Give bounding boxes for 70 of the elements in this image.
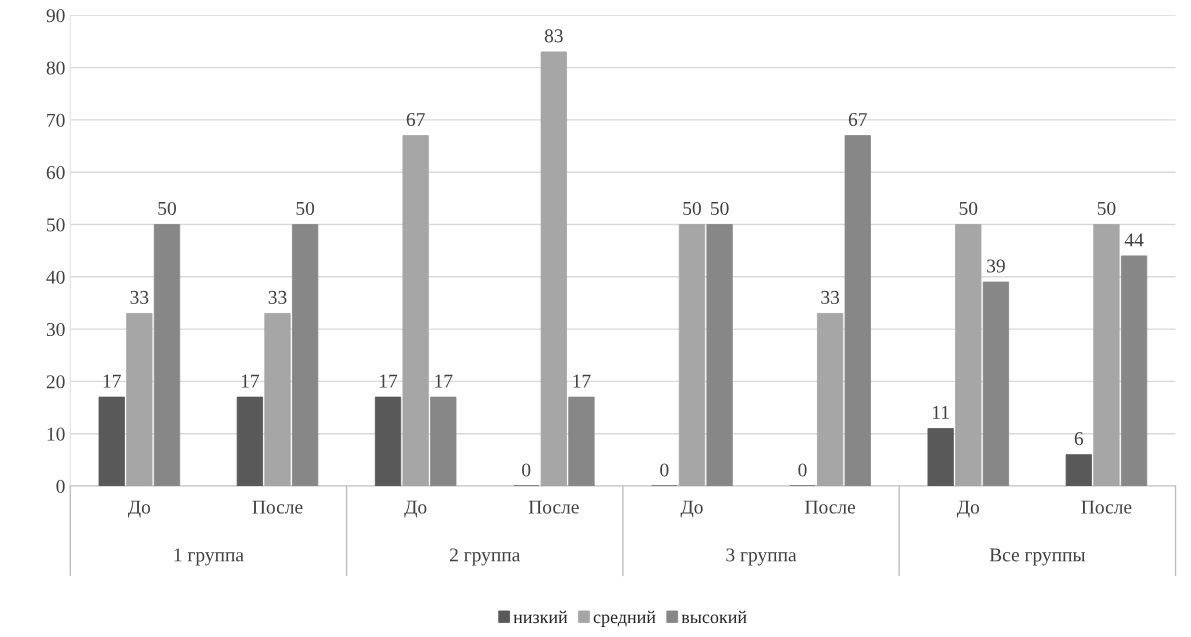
x-tick-label: До [956,500,980,518]
data-label: 0 [522,463,531,477]
bar [568,396,595,487]
y-tick-label: 30 [46,322,65,337]
data-label: 33 [130,290,149,304]
data-label: 11 [933,405,949,419]
bar [402,135,429,487]
data-label: 0 [798,463,807,477]
y-tick-label: 90 [46,9,65,23]
data-label: 50 [158,201,176,215]
bar [153,224,181,487]
data-label: 67 [848,113,867,127]
data-label: 0 [660,463,669,477]
bar [1093,224,1120,487]
bar [430,396,457,487]
data-label: 17 [573,374,591,388]
legend-label: средний [593,610,656,627]
text: Все группы [989,548,1086,566]
x-tick-label: После [528,500,579,514]
data-label: 17 [241,374,260,388]
data-label: 50 [296,201,315,215]
y-tick-label: 40 [46,270,65,284]
bar [540,51,567,487]
data-label: 17 [103,374,121,388]
legend-label: низкий [513,610,568,624]
bar [126,313,153,487]
bar [844,135,871,487]
x-tick-label: До [127,500,151,518]
bar [706,224,733,487]
text: 3 группа [726,548,797,566]
data-label: 6 [1074,432,1084,446]
data-label: 50 [1097,201,1116,215]
x-tick-label: После [1081,500,1132,514]
data-label: 39 [987,259,1005,273]
y-tick-label: 10 [47,427,65,441]
y-tick-label: 70 [47,113,65,127]
bar [982,281,1010,487]
bar [374,396,402,487]
data-label: 50 [959,201,978,215]
x-tick-label: После [252,500,303,514]
bar [236,396,263,487]
y-tick-label: 0 [56,479,65,493]
x-tick-label: До [404,500,427,518]
data-label: 17 [380,374,398,388]
bar [927,428,954,487]
bar [817,313,844,487]
bar [1065,454,1092,487]
data-label: 83 [544,29,563,43]
x-tick-label: После [805,500,856,514]
y-tick-label: 20 [46,375,65,389]
bar [678,224,706,487]
text: 2 группа [450,548,521,566]
data-label: 17 [435,374,453,388]
text: 1 группа [174,548,244,566]
y-tick-label: 60 [46,166,65,180]
legend-label: высокий [681,610,747,624]
data-label: 67 [406,113,425,127]
data-label: 50 [711,201,729,215]
bar [264,313,291,487]
data-label: 33 [821,290,840,304]
bar [98,396,125,487]
data-label: 44 [1124,233,1144,247]
data-label: 33 [268,290,287,304]
y-tick-label: 50 [47,218,65,232]
bar [955,224,982,487]
bar [1120,255,1148,487]
bar [292,224,319,487]
x-tick-label: До [680,500,703,518]
data-label: 50 [683,201,701,215]
y-tick-label: 80 [46,61,65,75]
